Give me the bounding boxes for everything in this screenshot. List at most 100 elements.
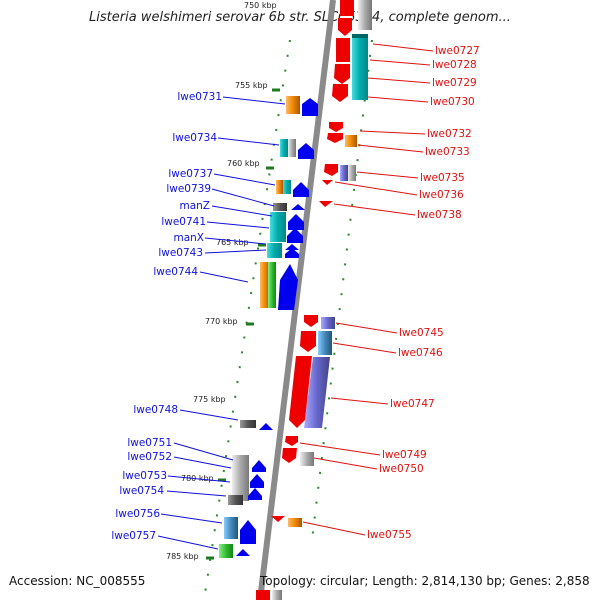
reverse-arrow	[271, 516, 285, 522]
forward-arrow	[240, 520, 256, 544]
gene-block	[321, 317, 335, 329]
gene-label-lwe0727[interactable]: lwe0727	[435, 45, 480, 57]
gene-block	[340, 0, 354, 16]
gene-label-lwe0747[interactable]: lwe0747	[390, 398, 435, 410]
forward-arrow	[285, 244, 299, 250]
gene-block	[358, 0, 372, 30]
forward-arrow	[278, 264, 298, 310]
forward-arrow	[285, 248, 299, 258]
gene-block	[340, 165, 348, 181]
genome-backbone	[257, 0, 336, 600]
right-gene-labels: lwe0727 lwe0728 lwe0729 lwe0730 lwe0732 …	[367, 45, 480, 541]
gene-block	[318, 331, 332, 355]
reverse-arrow	[304, 315, 318, 327]
tick-label-785: 785 kbp	[166, 552, 199, 561]
gene-block	[270, 212, 286, 242]
gene-label-lwe0732[interactable]: lwe0732	[427, 128, 472, 140]
gene-label-lwe0735[interactable]: lwe0735	[420, 172, 465, 184]
gene-label-lwe0753[interactable]: lwe0753	[122, 470, 167, 482]
tick-label-750: 750 kbp	[244, 1, 277, 10]
gene-block	[240, 420, 256, 428]
reverse-arrow	[329, 122, 343, 132]
reverse-arrow	[334, 64, 350, 84]
map-title: Listeria welshimeri serovar 6b str. SLCC…	[89, 10, 511, 25]
gene-label-lwe0739[interactable]: lwe0739	[166, 183, 211, 195]
gene-label-lwe0750[interactable]: lwe0750	[379, 463, 424, 475]
accession-text: Accession: NC_008555	[9, 574, 146, 588]
forward-arrow	[248, 488, 262, 500]
reverse-arrow	[338, 18, 352, 36]
gene-label-manX[interactable]: manX	[173, 232, 204, 244]
forward-arrow	[250, 474, 264, 488]
tick-label-775: 775 kbp	[193, 395, 226, 404]
gene-label-manZ[interactable]: manZ	[179, 200, 210, 212]
left-leader-lines	[157, 96, 286, 550]
forward-strand-features	[219, 96, 318, 558]
kbp-ticks	[206, 88, 280, 560]
reverse-arrow	[285, 436, 298, 446]
forward-arrow	[288, 214, 304, 230]
gene-label-lwe0744[interactable]: lwe0744	[153, 266, 198, 278]
gene-block	[352, 34, 368, 100]
gene-block	[283, 180, 291, 194]
gene-label-lwe0751[interactable]: lwe0751	[127, 437, 172, 449]
gene-label-lwe0730[interactable]: lwe0730	[430, 96, 475, 108]
gene-label-lwe0729[interactable]: lwe0729	[432, 77, 477, 89]
reverse-arrow	[332, 84, 348, 102]
forward-arrow	[252, 460, 266, 472]
gene-block	[273, 203, 287, 211]
gene-label-lwe0741[interactable]: lwe0741	[161, 216, 206, 228]
gene-block	[272, 590, 282, 600]
gene-label-lwe0736[interactable]: lwe0736	[419, 189, 464, 201]
gene-block	[228, 495, 243, 505]
tick-label-760: 760 kbp	[227, 159, 260, 168]
reverse-strand-features	[256, 0, 372, 600]
gene-block	[288, 518, 302, 527]
left-gene-labels: lwe0731 lwe0734 lwe0737 lwe0739 manZ lwe…	[111, 91, 222, 542]
gene-block	[336, 38, 350, 62]
gene-block	[224, 517, 238, 539]
gene-label-lwe0755[interactable]: lwe0755	[367, 529, 412, 541]
forward-arrow	[302, 98, 318, 116]
reverse-arrow	[319, 201, 333, 207]
gene-label-lwe0731[interactable]: lwe0731	[177, 91, 222, 103]
reverse-arrow	[304, 357, 330, 428]
forward-arrow	[291, 204, 305, 210]
forward-arrow	[259, 423, 273, 430]
gene-block	[345, 135, 357, 147]
gene-block	[300, 452, 314, 466]
gene-label-lwe0757[interactable]: lwe0757	[111, 530, 156, 542]
gene-label-lwe0748[interactable]: lwe0748	[133, 404, 178, 416]
gene-label-lwe0752[interactable]: lwe0752	[127, 451, 172, 463]
gene-label-lwe0734[interactable]: lwe0734	[172, 132, 217, 144]
gene-label-lwe0745[interactable]: lwe0745	[399, 327, 444, 339]
gene-label-lwe0746[interactable]: lwe0746	[398, 347, 443, 359]
gene-label-lwe0749[interactable]: lwe0749	[382, 449, 427, 461]
reverse-arrow	[282, 448, 297, 463]
gene-block	[260, 262, 270, 308]
topology-text: Topology: circular; Length: 2,814,130 bp…	[260, 574, 590, 588]
gene-block	[280, 139, 288, 157]
gene-block	[288, 139, 296, 157]
reverse-arrow	[300, 331, 316, 352]
reverse-arrow	[324, 164, 338, 176]
gene-label-lwe0743[interactable]: lwe0743	[158, 247, 203, 259]
reverse-arrow	[289, 356, 312, 428]
gene-label-lwe0754[interactable]: lwe0754	[119, 485, 164, 497]
gene-block	[256, 590, 270, 600]
gene-label-lwe0737[interactable]: lwe0737	[168, 168, 213, 180]
gene-label-lwe0733[interactable]: lwe0733	[425, 146, 470, 158]
gene-block	[276, 180, 283, 194]
gene-block	[219, 544, 233, 558]
gene-label-lwe0738[interactable]: lwe0738	[417, 209, 462, 221]
gene-block	[348, 165, 356, 181]
forward-arrow	[287, 228, 303, 243]
forward-arrow	[236, 549, 250, 556]
gene-label-lwe0756[interactable]: lwe0756	[115, 508, 160, 520]
gene-label-lwe0728[interactable]: lwe0728	[432, 59, 477, 71]
forward-arrow	[293, 182, 309, 197]
gene-block	[352, 34, 368, 38]
tick-label-765: 765 kbp	[216, 238, 249, 247]
forward-arrow	[298, 143, 314, 159]
